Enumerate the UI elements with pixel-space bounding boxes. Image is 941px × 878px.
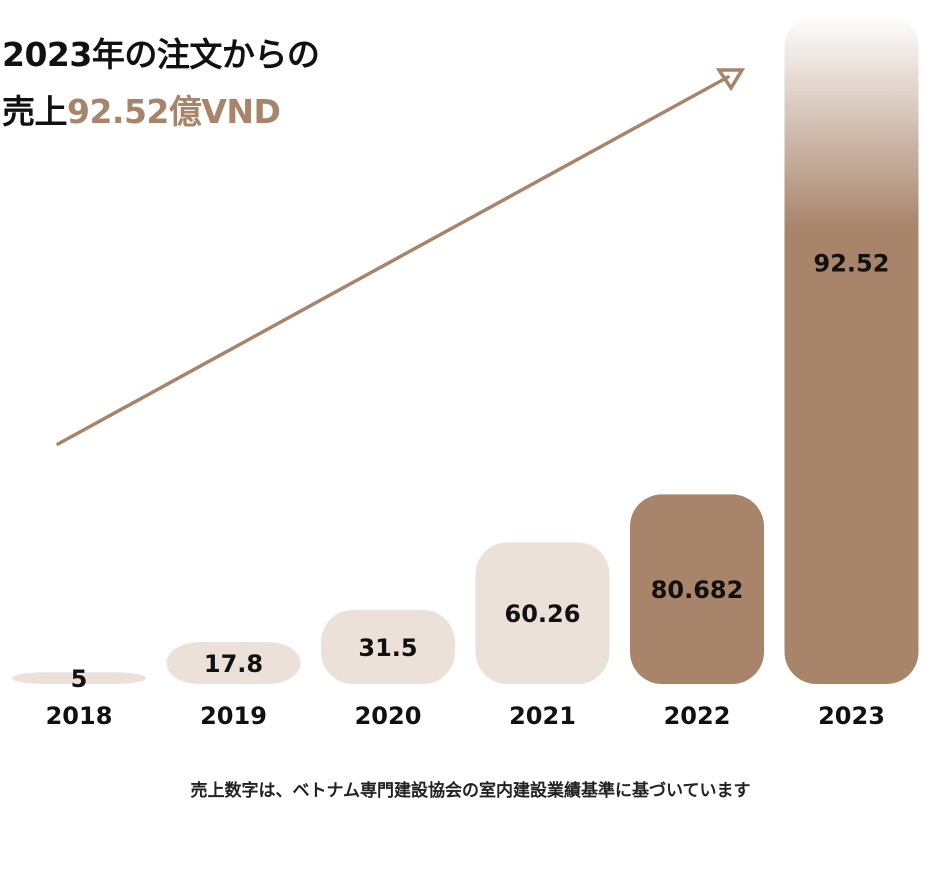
chart-title: 2023年の注文からの 売上92.52億VND: [2, 26, 320, 140]
category-label-2023: 2023: [818, 702, 885, 730]
category-label-2020: 2020: [355, 702, 422, 730]
bar-2022: [630, 494, 764, 684]
value-label-2022: 80.682: [651, 576, 744, 604]
category-label-2019: 2019: [200, 702, 267, 730]
trend-arrow-line: [56, 75, 730, 446]
bar-2020: [321, 609, 455, 684]
category-label-2022: 2022: [664, 702, 731, 730]
title-line1: 2023年の注文からの: [2, 35, 320, 74]
bar-2023: [784, 15, 919, 684]
bar-2021: [475, 542, 610, 684]
value-label-2021: 60.26: [505, 600, 581, 628]
bar-2019: [166, 642, 301, 684]
title-line2-accent: 92.52億VND: [67, 92, 281, 131]
value-label-2023: 92.52: [814, 250, 890, 278]
value-label-2020: 31.5: [358, 634, 417, 662]
category-label-2018: 2018: [46, 702, 113, 730]
title-line2-prefix: 売上: [2, 92, 68, 131]
category-label-2021: 2021: [509, 702, 576, 730]
footnote: 売上数字は、ベトナム専門建設協会の室内建設業績基準に基づいています: [190, 781, 751, 801]
value-label-2019: 17.8: [204, 650, 263, 678]
value-label-2018: 5: [71, 665, 88, 693]
trend-arrow-head: [715, 68, 746, 92]
bar-2018: [12, 672, 146, 684]
bar-chart: 5 2018 17.8 2019 31.5 2020 60.26 2021 80.682 2022…: [12, 15, 919, 730]
